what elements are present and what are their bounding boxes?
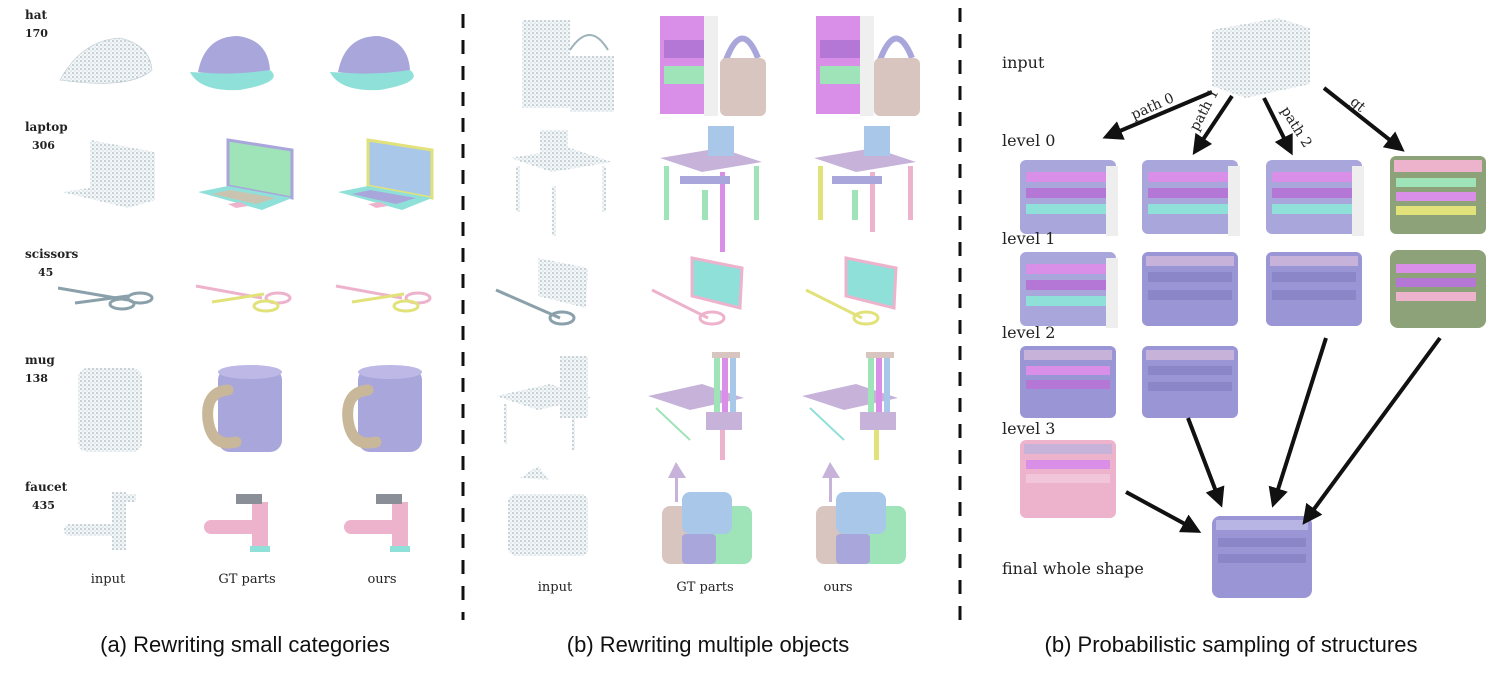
panel-b-column-ours: ours: [823, 580, 853, 595]
hat-input: [59, 37, 153, 84]
shelf-bag-input: [522, 20, 614, 112]
scissors-ours: [335, 284, 432, 313]
category-count-laptop: 306: [32, 139, 55, 152]
table-chair-gt: [660, 126, 762, 252]
shelf-bag-gt: [660, 16, 766, 116]
level2-path1-shelf: [1142, 346, 1238, 418]
desk-chair-gt: [648, 352, 744, 460]
scissors-monitor-ours: [805, 256, 898, 326]
category-count-scissors: 45: [38, 266, 54, 279]
row-label-level-1: level 1: [1002, 229, 1056, 248]
category-name-scissors: scissors: [25, 247, 79, 261]
level1-gt-shelf: [1390, 250, 1486, 328]
level0-path2-shelf: [1266, 160, 1364, 236]
level1-path2-shelf: [1266, 252, 1362, 326]
scissors-monitor-input: [495, 258, 588, 326]
sofa-lamp-input: [508, 466, 588, 556]
category-name-faucet: faucet: [25, 480, 68, 494]
hat-ours: [330, 36, 414, 91]
level1-path0-shelf: [1020, 252, 1118, 328]
table-chair-ours: [814, 126, 916, 232]
category-count-faucet: 435: [32, 499, 55, 512]
faucet-input: [64, 492, 136, 550]
mug-ours: [342, 365, 422, 452]
level2-path0-shelf: [1020, 346, 1116, 418]
desk-chair-input: [496, 356, 592, 450]
category-name-hat: hat: [25, 8, 48, 22]
panel-c-figures: [1020, 18, 1486, 598]
shelf-bag-ours: [816, 16, 920, 116]
scissors-input: [57, 286, 154, 311]
level0-gt-shelf: [1390, 156, 1486, 234]
mug-gt: [202, 365, 282, 452]
category-name-laptop: laptop: [25, 120, 68, 134]
final-whole-shape: [1212, 516, 1312, 598]
sampling-arrows-top: [1102, 86, 1405, 156]
row-label-level-3: level 3: [1002, 419, 1056, 438]
panel-a-column-input: input: [90, 572, 126, 587]
faucet-gt: [204, 494, 270, 552]
scissors-monitor-gt: [651, 256, 744, 326]
sampling-arrows-to-final: [1125, 336, 1442, 533]
caption-panel-c: (b) Probabilistic sampling of structures: [1044, 632, 1418, 657]
category-name-mug: mug: [25, 353, 55, 367]
caption-panel-a: (a) Rewriting small categories: [100, 632, 390, 657]
row-label-level-2: level 2: [1002, 323, 1056, 342]
table-chair-input: [510, 130, 612, 236]
sofa-lamp-ours: [816, 462, 906, 564]
level0-path0-shelf: [1020, 160, 1118, 236]
scissors-gt: [195, 284, 292, 313]
row-label-level-0: level 0: [1002, 131, 1056, 150]
panel-b-column-input: input: [537, 580, 573, 595]
row-label-final-whole-shape: final whole shape: [1002, 559, 1144, 578]
level3-path0-shelf: [1020, 440, 1116, 518]
laptop-gt: [198, 138, 294, 210]
panel-a-column-gt-parts: GT parts: [218, 572, 276, 587]
category-count-mug: 138: [25, 372, 48, 385]
panel-b-figures: [495, 16, 920, 564]
sofa-lamp-gt: [662, 462, 752, 564]
laptop-ours: [338, 138, 434, 210]
faucet-ours: [344, 494, 410, 552]
row-label-input: input: [1002, 53, 1045, 72]
mug-input: [78, 368, 142, 452]
hat-gt: [190, 36, 274, 91]
panel-a-column-ours: ours: [367, 572, 397, 587]
level0-path1-shelf: [1142, 160, 1240, 236]
level1-path1-shelf: [1142, 252, 1238, 326]
panel-a-figures: [57, 36, 434, 552]
structure-input-cloud: [1212, 18, 1310, 98]
panel-b-column-gt-parts: GT parts: [676, 580, 734, 595]
caption-panel-b: (b) Rewriting multiple objects: [566, 632, 850, 657]
category-count-hat: 170: [25, 27, 48, 40]
desk-chair-ours: [802, 352, 898, 460]
laptop-input: [62, 140, 155, 208]
